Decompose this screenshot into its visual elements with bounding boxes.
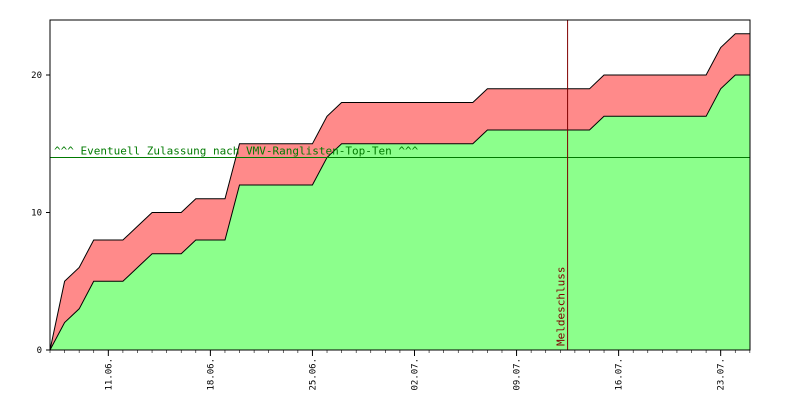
series-outline-1 — [49, 33, 750, 351]
x-tick-label: 11.06. — [104, 358, 114, 391]
x-tick-label: 09.07. — [513, 358, 523, 391]
y-tick-label: 20 — [31, 71, 42, 81]
series-outline-0 — [49, 74, 750, 351]
x-tick-label: 23.07. — [717, 358, 727, 391]
x-tick-label: 18.06. — [206, 358, 216, 391]
x-tick-label: 16.07. — [615, 358, 625, 391]
x-tick-label: 25.06. — [308, 358, 318, 391]
deadline-label: Meldeschluss — [555, 267, 568, 346]
y-tick-label: 0 — [37, 346, 42, 356]
y-tick-label: 10 — [31, 209, 42, 219]
area-series-0 — [50, 75, 750, 350]
x-tick-label: 02.07. — [411, 358, 421, 391]
threshold-label: ^^^ Eventuell Zulassung nach VMV-Ranglis… — [54, 145, 419, 158]
